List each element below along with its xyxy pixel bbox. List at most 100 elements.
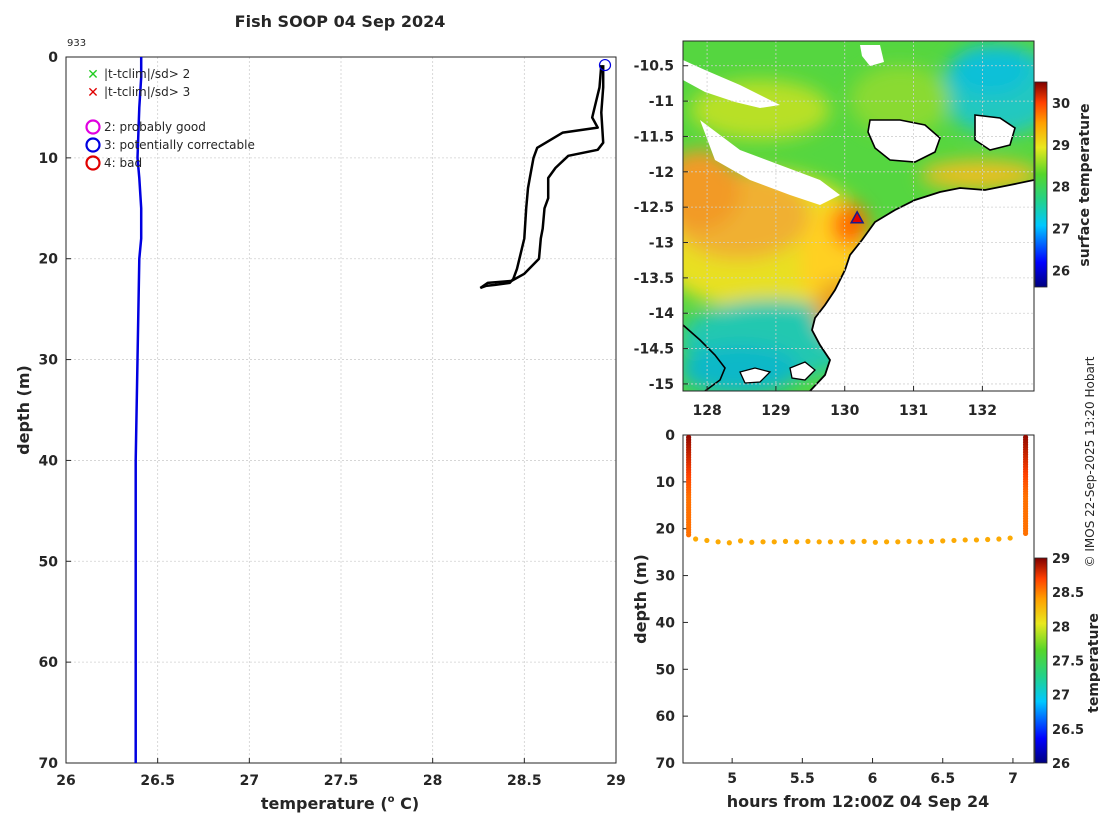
surface-temperature-colorbar (1034, 81, 1048, 288)
surface-colorbar-ticks: 26 27 28 29 30 (1052, 97, 1070, 279)
section-x-tick-label: 7 (1008, 771, 1018, 787)
bottom-track-point (895, 539, 901, 545)
temperature-colorbar-tick-label: 26 (1052, 757, 1070, 772)
legend-o-blue-marker (85, 137, 101, 153)
x-tick-label: 26 (56, 773, 75, 789)
map-y-tick-label: -11.5 (634, 129, 674, 145)
map-y-tick-label: -10.5 (634, 59, 674, 75)
map-y-tick-label: -14.5 (634, 342, 674, 358)
section-y-tick-label: 40 (656, 615, 676, 631)
ship-position-triangle (849, 210, 865, 224)
map-x-tick-label: 129 (761, 403, 790, 419)
map-y-tick-label: -12 (649, 165, 674, 181)
bottom-track-point (906, 538, 912, 544)
section-y-tick-label: 30 (656, 569, 676, 585)
section-y-tick-label: 70 (656, 756, 676, 772)
profile-chart: Fish SOOP 04 Sep 2024 933 26 26.5 27 27.5 28… (14, 12, 626, 813)
temperature-colorbar-tick-label: 29 (1052, 552, 1070, 567)
section-x-tick-label: 6.5 (930, 771, 955, 787)
section-y-tick-label: 20 (656, 522, 676, 538)
surface-colorbar-tick-label: 30 (1052, 97, 1070, 112)
x-tick-label: 29 (606, 773, 625, 789)
map-y-tick-label: -15 (649, 377, 674, 393)
bottom-track-point (861, 538, 867, 544)
section-y-tick-label: 10 (656, 475, 676, 491)
section-x-tick-label: 6 (868, 771, 878, 787)
bottom-track-point (760, 539, 766, 545)
map-y-tick-label: -12.5 (634, 200, 674, 216)
legend-label: |t-tclim|/sd> 2 (104, 67, 190, 81)
sst-map: 128 129 130 131 132 -10.5 -11 -11.5 -12 -12.5 -13 -… (634, 40, 1093, 419)
bottom-track-point (794, 539, 800, 545)
bottom-track-point (704, 537, 710, 544)
x-tick-label: 26.5 (140, 773, 175, 789)
x-tick-label: 27 (240, 773, 259, 789)
y-tick-label: 20 (39, 252, 59, 268)
section-y-tick-label: 0 (665, 428, 675, 444)
map-y-tick-label: -13 (649, 236, 674, 252)
credit-text: © IMOS 22-Sep-2025 13:20 Hobart (1083, 356, 1097, 567)
bottom-track-point (771, 539, 777, 545)
surface-colorbar-label: surface temperature (1077, 103, 1093, 266)
bottom-track-point (850, 539, 856, 545)
bottom-track-point (726, 540, 732, 546)
x-tick-label: 28.5 (507, 773, 542, 789)
temperature-colorbar-label: temperature (1086, 613, 1100, 713)
legend-x-green-marker: ✕ (87, 67, 99, 83)
legend-label: 4: bad (104, 156, 142, 170)
bottom-track-point (996, 536, 1002, 542)
series-profile_band_outer (479, 65, 605, 290)
section-ylabel: depth (m) (631, 554, 650, 644)
ship-position-marker (849, 210, 865, 224)
surface-colorbar-tick-label: 28 (1052, 181, 1070, 196)
y-tick-label: 10 (39, 151, 59, 167)
bottom-track-point (985, 536, 991, 543)
surface-colorbar-tick-label: 27 (1052, 222, 1070, 237)
y-tick-label: 0 (48, 50, 58, 66)
bottom-track-point (883, 539, 890, 545)
section-x-tick-label: 5 (727, 771, 737, 787)
bottom-track-point (872, 539, 878, 545)
map-y-tick-label: -13.5 (634, 271, 674, 287)
bottom-track-point (951, 537, 957, 544)
surface-colorbar-tick-label: 29 (1052, 139, 1070, 154)
temperature-colorbar-tick-label: 28 (1052, 620, 1070, 635)
bottom-track-point (816, 539, 822, 545)
y-tick-label: 40 (39, 453, 59, 469)
legend-label: 2: probably good (104, 120, 206, 134)
map-y-tick-label: -11 (649, 94, 674, 110)
bottom-track-point (940, 538, 946, 544)
section-points (686, 434, 1029, 546)
legend-o-red-marker (85, 155, 101, 171)
section-x-tick-label: 5.5 (790, 771, 815, 787)
section-y-tick-label: 60 (656, 709, 676, 725)
bottom-track-point (1007, 535, 1013, 541)
y-tick-label: 60 (39, 655, 59, 671)
flag-marker (598, 58, 612, 72)
map-grid (683, 41, 1034, 391)
series-climatology (134, 57, 143, 763)
map-x-tick-label: 132 (968, 403, 997, 419)
bottom-track-point (827, 539, 834, 545)
bottom-track-point (749, 539, 755, 545)
temperature-colorbar (1034, 557, 1048, 764)
profile-legend: ✕ |t-tclim|/sd> 2 ✕ |t-tclim|/sd> 3 2: p… (85, 67, 255, 171)
legend-x-red-marker: ✕ (87, 85, 99, 101)
profile-ylabel: depth (m) (14, 365, 33, 455)
x-tick-label: 28 (423, 773, 442, 789)
legend-label: 3: potentially correctable (104, 138, 255, 152)
up-cast-point (1022, 530, 1029, 537)
surface-colorbar-tick-label: 26 (1052, 264, 1070, 279)
temperature-colorbar-tick-label: 28.5 (1052, 586, 1084, 601)
y-tick-label: 50 (39, 554, 59, 570)
series-profile_band_inner (479, 64, 603, 290)
legend-label: |t-tclim|/sd> 3 (104, 85, 190, 99)
temperature-colorbar-tick-label: 26.5 (1052, 723, 1084, 738)
bottom-track-point (737, 538, 744, 544)
y-tick-label: 70 (39, 756, 59, 772)
figure-title: Fish SOOP 04 Sep 2024 (235, 12, 446, 31)
map-x-tick-label: 128 (692, 403, 721, 419)
